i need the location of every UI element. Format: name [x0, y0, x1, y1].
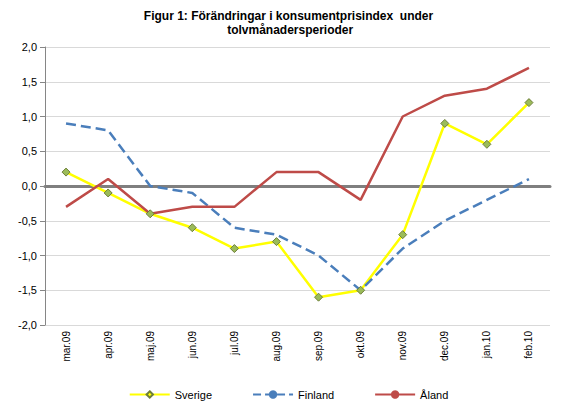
svg-text:mar.09: mar.09 — [61, 331, 72, 362]
svg-text:tolvmånadersperioder: tolvmånadersperioder — [224, 23, 354, 37]
svg-text:jun.09: jun.09 — [187, 331, 198, 360]
svg-text:1,0: 1,0 — [22, 111, 37, 123]
svg-text:okt.09: okt.09 — [355, 331, 366, 359]
svg-text:-1,0: -1,0 — [18, 250, 37, 262]
svg-text:nov.09: nov.09 — [397, 331, 408, 361]
svg-text:2,0: 2,0 — [22, 41, 37, 53]
svg-text:feb.10: feb.10 — [523, 331, 534, 359]
svg-text:apr.09: apr.09 — [103, 331, 114, 359]
svg-text:sep.09: sep.09 — [313, 331, 324, 361]
svg-text:jul.09: jul.09 — [229, 331, 240, 356]
svg-text:maj.09: maj.09 — [145, 331, 156, 361]
svg-text:Åland: Åland — [420, 389, 448, 401]
svg-text:0,0: 0,0 — [22, 180, 37, 192]
svg-text:Finland: Finland — [298, 389, 334, 401]
svg-text:Sverige: Sverige — [175, 389, 212, 401]
svg-text:dec.09: dec.09 — [439, 331, 450, 361]
svg-text:jan.10: jan.10 — [481, 331, 492, 360]
svg-text:1,5: 1,5 — [22, 76, 37, 88]
svg-text:aug.09: aug.09 — [271, 331, 282, 362]
svg-text:-2,0: -2,0 — [18, 319, 37, 331]
svg-text:Figur 1: Förändringar i konsum: Figur 1: Förändringar i konsumentprisind… — [144, 9, 434, 23]
svg-text:-0,5: -0,5 — [18, 215, 37, 227]
svg-text:-1,5: -1,5 — [18, 284, 37, 296]
svg-text:0,5: 0,5 — [22, 145, 37, 157]
